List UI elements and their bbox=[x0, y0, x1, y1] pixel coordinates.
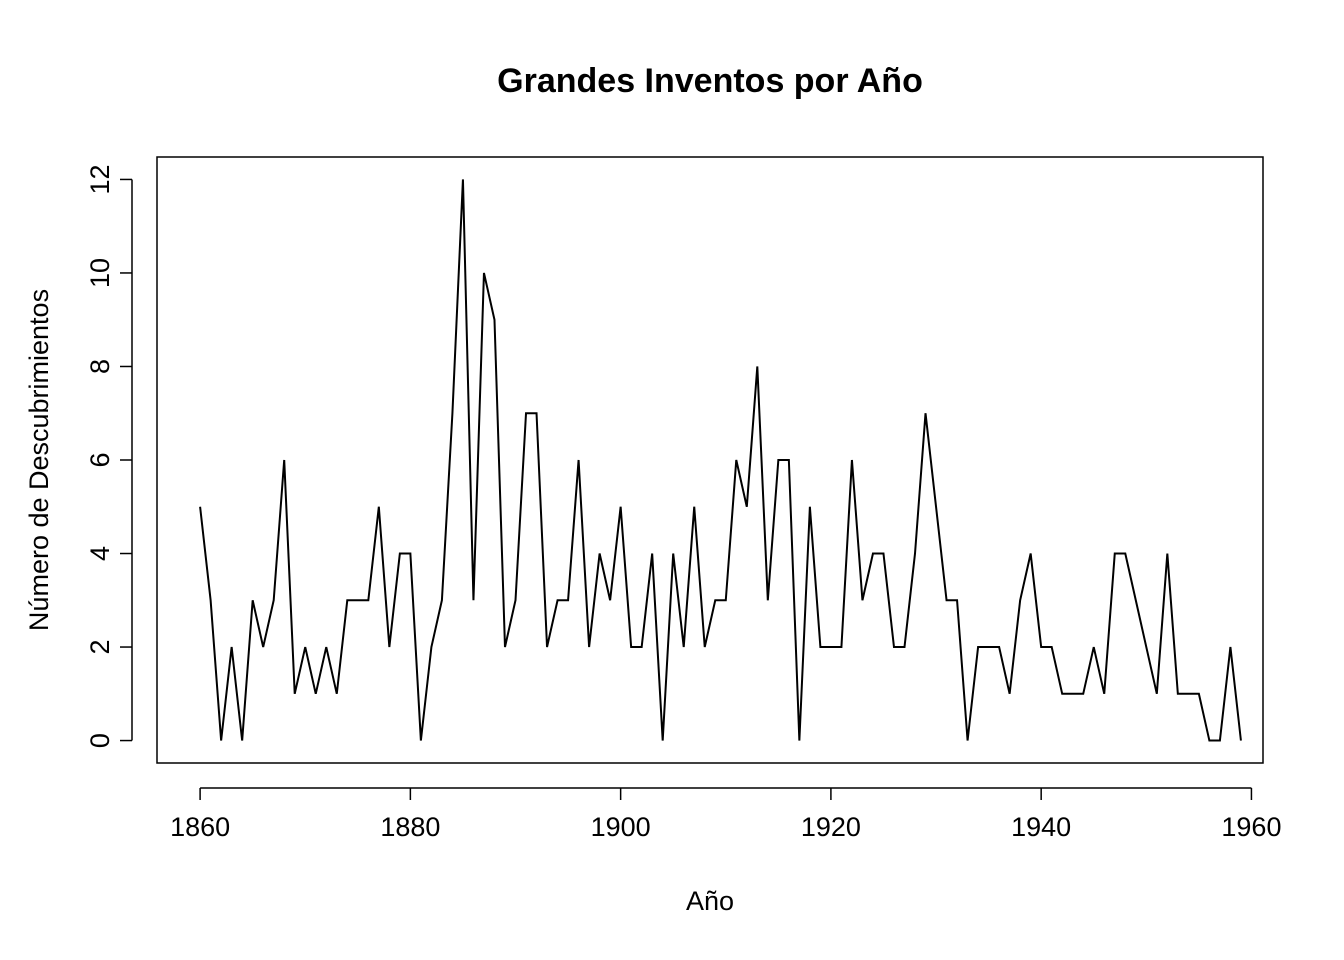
x-tick-label: 1960 bbox=[1221, 812, 1281, 842]
plot-frame bbox=[156, 156, 1264, 764]
y-axis-label: Número de Descubrimientos bbox=[24, 289, 54, 631]
chart-title: Grandes Inventos por Año bbox=[497, 62, 923, 100]
y-tick-label: 12 bbox=[85, 164, 115, 194]
series-line bbox=[199, 179, 1242, 742]
x-tick-label: 1900 bbox=[591, 812, 651, 842]
x-tick-label: 1940 bbox=[1011, 812, 1071, 842]
y-tick-label: 4 bbox=[85, 546, 115, 561]
x-axis-label: Año bbox=[686, 886, 734, 916]
y-tick-label: 8 bbox=[85, 359, 115, 374]
y-tick-label: 10 bbox=[85, 258, 115, 288]
y-tick-label: 2 bbox=[85, 640, 115, 655]
y-axis: 0 2 4 6 8 10 12 bbox=[85, 164, 133, 748]
x-tick-label: 1860 bbox=[170, 812, 230, 842]
y-tick-label: 6 bbox=[85, 452, 115, 467]
x-tick-label: 1880 bbox=[380, 812, 440, 842]
x-tick-label: 1920 bbox=[801, 812, 861, 842]
y-tick-label: 0 bbox=[85, 733, 115, 748]
x-axis: 1860 1880 1900 1920 1940 1960 bbox=[170, 787, 1281, 842]
series-group bbox=[199, 179, 1242, 742]
